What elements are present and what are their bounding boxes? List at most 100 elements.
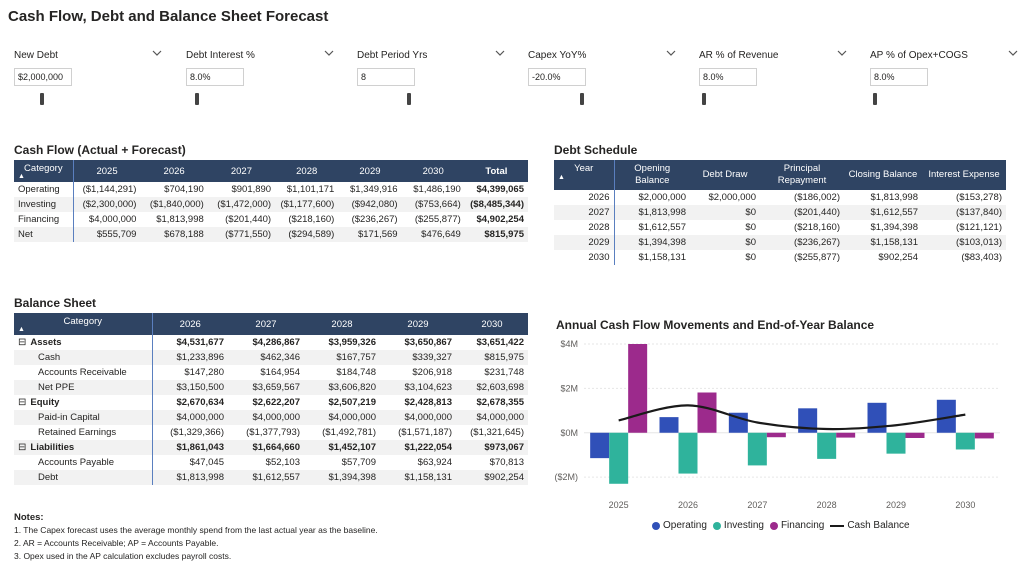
- bar-investing[interactable]: [609, 432, 629, 484]
- collapse-icon[interactable]: ⊟: [18, 397, 27, 408]
- legend-item[interactable]: Cash Balance: [830, 520, 910, 531]
- bar-investing[interactable]: [886, 432, 906, 454]
- slider-track[interactable]: [357, 99, 505, 100]
- bar-investing[interactable]: [678, 432, 698, 474]
- bar-operating[interactable]: [728, 412, 748, 433]
- slider-handle[interactable]: [194, 93, 199, 105]
- chevron-down-icon[interactable]: [666, 48, 676, 58]
- bar-financing[interactable]: [974, 432, 994, 439]
- x-tick-label: 2028: [817, 500, 837, 510]
- slider-handle[interactable]: [701, 93, 706, 105]
- column-header-label: Category: [24, 163, 63, 174]
- bar-operating[interactable]: [659, 417, 679, 433]
- table-cell: $52,103: [265, 457, 300, 468]
- bar-investing[interactable]: [817, 432, 837, 459]
- table-cell: $184,748: [336, 367, 376, 378]
- bar-operating[interactable]: [936, 399, 956, 433]
- slider-handle[interactable]: [872, 93, 877, 105]
- slider-handle[interactable]: [39, 93, 44, 105]
- column-header[interactable]: Category ▲: [14, 313, 153, 335]
- table-row: 2026 $2,000,000 $2,000,000 ($186,002) $1,813…: [554, 190, 1006, 205]
- group-row: ⊟ Liabilities $1,861,043 $1,664,660 $1,452,1…: [14, 440, 528, 455]
- legend-item[interactable]: Financing: [769, 520, 824, 531]
- column-header[interactable]: 2028: [275, 160, 339, 182]
- column-header[interactable]: 2027: [228, 313, 304, 335]
- slicer[interactable]: Debt Interest % 8.0%: [180, 48, 340, 110]
- column-header[interactable]: Category ▲: [14, 160, 74, 182]
- table-cell: $1,222,054: [380, 440, 456, 455]
- bar-operating[interactable]: [867, 402, 887, 433]
- chevron-down-icon[interactable]: [1008, 48, 1018, 58]
- column-header[interactable]: Opening Balance: [614, 160, 690, 190]
- column-header[interactable]: 2027: [207, 160, 276, 182]
- table-cell: ($753,664): [401, 197, 465, 212]
- table-cell: ($1,571,187): [398, 427, 452, 438]
- table-cell: Retained Earnings: [14, 425, 153, 440]
- bar-financing[interactable]: [766, 432, 786, 438]
- slider-track[interactable]: [14, 99, 162, 100]
- legend-item[interactable]: Investing: [712, 520, 764, 531]
- cash-balance-line[interactable]: [618, 404, 966, 431]
- chevron-down-icon[interactable]: [324, 48, 334, 58]
- chevron-down-icon[interactable]: [837, 48, 847, 58]
- column-header[interactable]: 2026: [152, 313, 228, 335]
- slicer[interactable]: AR % of Revenue 8.0%: [693, 48, 853, 110]
- column-header[interactable]: Interest Expense: [922, 160, 1006, 190]
- slicer-value-input[interactable]: -20.0%: [528, 68, 586, 86]
- column-header[interactable]: 2025: [73, 160, 141, 182]
- slider-track[interactable]: [528, 99, 676, 100]
- column-header[interactable]: 2028: [304, 313, 380, 335]
- bar-financing[interactable]: [697, 392, 717, 433]
- slider-handle[interactable]: [407, 93, 412, 105]
- bar-financing[interactable]: [628, 344, 648, 433]
- slicer-value-input[interactable]: 8.0%: [699, 68, 757, 86]
- sort-ascending-icon[interactable]: ▲: [18, 173, 25, 180]
- column-header[interactable]: 2026: [140, 160, 208, 182]
- column-header[interactable]: 2029: [380, 313, 456, 335]
- x-tick-label: 2030: [955, 500, 975, 510]
- chevron-down-icon[interactable]: [495, 48, 505, 58]
- bar-investing[interactable]: [955, 432, 975, 450]
- legend-item[interactable]: Operating: [652, 520, 707, 531]
- slicer-value-input[interactable]: 8.0%: [186, 68, 244, 86]
- table-cell: ($201,440): [760, 205, 844, 220]
- column-header[interactable]: Debt Draw: [690, 160, 760, 190]
- slider-track[interactable]: [699, 99, 847, 100]
- chevron-down-icon[interactable]: [152, 48, 162, 58]
- bar-operating[interactable]: [590, 432, 610, 459]
- slicer[interactable]: Capex YoY% -20.0%: [522, 48, 682, 110]
- table-cell: ($2,300,000): [73, 197, 141, 212]
- slicer[interactable]: Debt Period Yrs 8: [351, 48, 511, 110]
- table-row: 2030 $1,158,131 $0 ($255,877) $902,254 ($83,4…: [554, 250, 1006, 265]
- slider-handle[interactable]: [579, 93, 584, 105]
- column-header[interactable]: Total: [464, 160, 528, 182]
- slider-track[interactable]: [186, 99, 334, 100]
- slicer-value-input[interactable]: 8: [357, 68, 415, 86]
- column-header[interactable]: 2029: [338, 160, 402, 182]
- bar-financing[interactable]: [905, 432, 925, 438]
- sort-ascending-icon[interactable]: ▲: [558, 174, 565, 181]
- slicer[interactable]: AP % of Opex+COGS 8.0%: [864, 48, 1024, 110]
- column-header-label: 2028: [331, 318, 353, 330]
- legend-dot-icon: [769, 521, 778, 530]
- collapse-icon[interactable]: ⊟: [18, 442, 27, 453]
- bar-financing[interactable]: [836, 432, 856, 438]
- column-header[interactable]: Year ▲: [554, 160, 615, 190]
- slicer[interactable]: New Debt $2,000,000: [8, 48, 168, 110]
- bar-investing[interactable]: [747, 432, 767, 466]
- table-cell: $2,428,813: [404, 397, 452, 408]
- bar-operating[interactable]: [798, 408, 818, 433]
- column-header[interactable]: 2030: [456, 313, 528, 335]
- sort-ascending-icon[interactable]: ▲: [18, 326, 25, 333]
- slicer-value-input[interactable]: 8.0%: [870, 68, 928, 86]
- table-cell: $0: [745, 252, 756, 263]
- table-cell: $3,650,867: [404, 337, 452, 348]
- slicer-value-input[interactable]: $2,000,000: [14, 68, 72, 86]
- table-cell: $4,000,000: [380, 410, 456, 425]
- column-header[interactable]: Closing Balance: [844, 160, 922, 190]
- table-cell: ($236,267): [351, 214, 398, 225]
- slider-track[interactable]: [870, 99, 1018, 100]
- column-header[interactable]: 2030: [401, 160, 465, 182]
- column-header[interactable]: Principal Repayment: [760, 160, 844, 190]
- collapse-icon[interactable]: ⊟: [18, 337, 27, 348]
